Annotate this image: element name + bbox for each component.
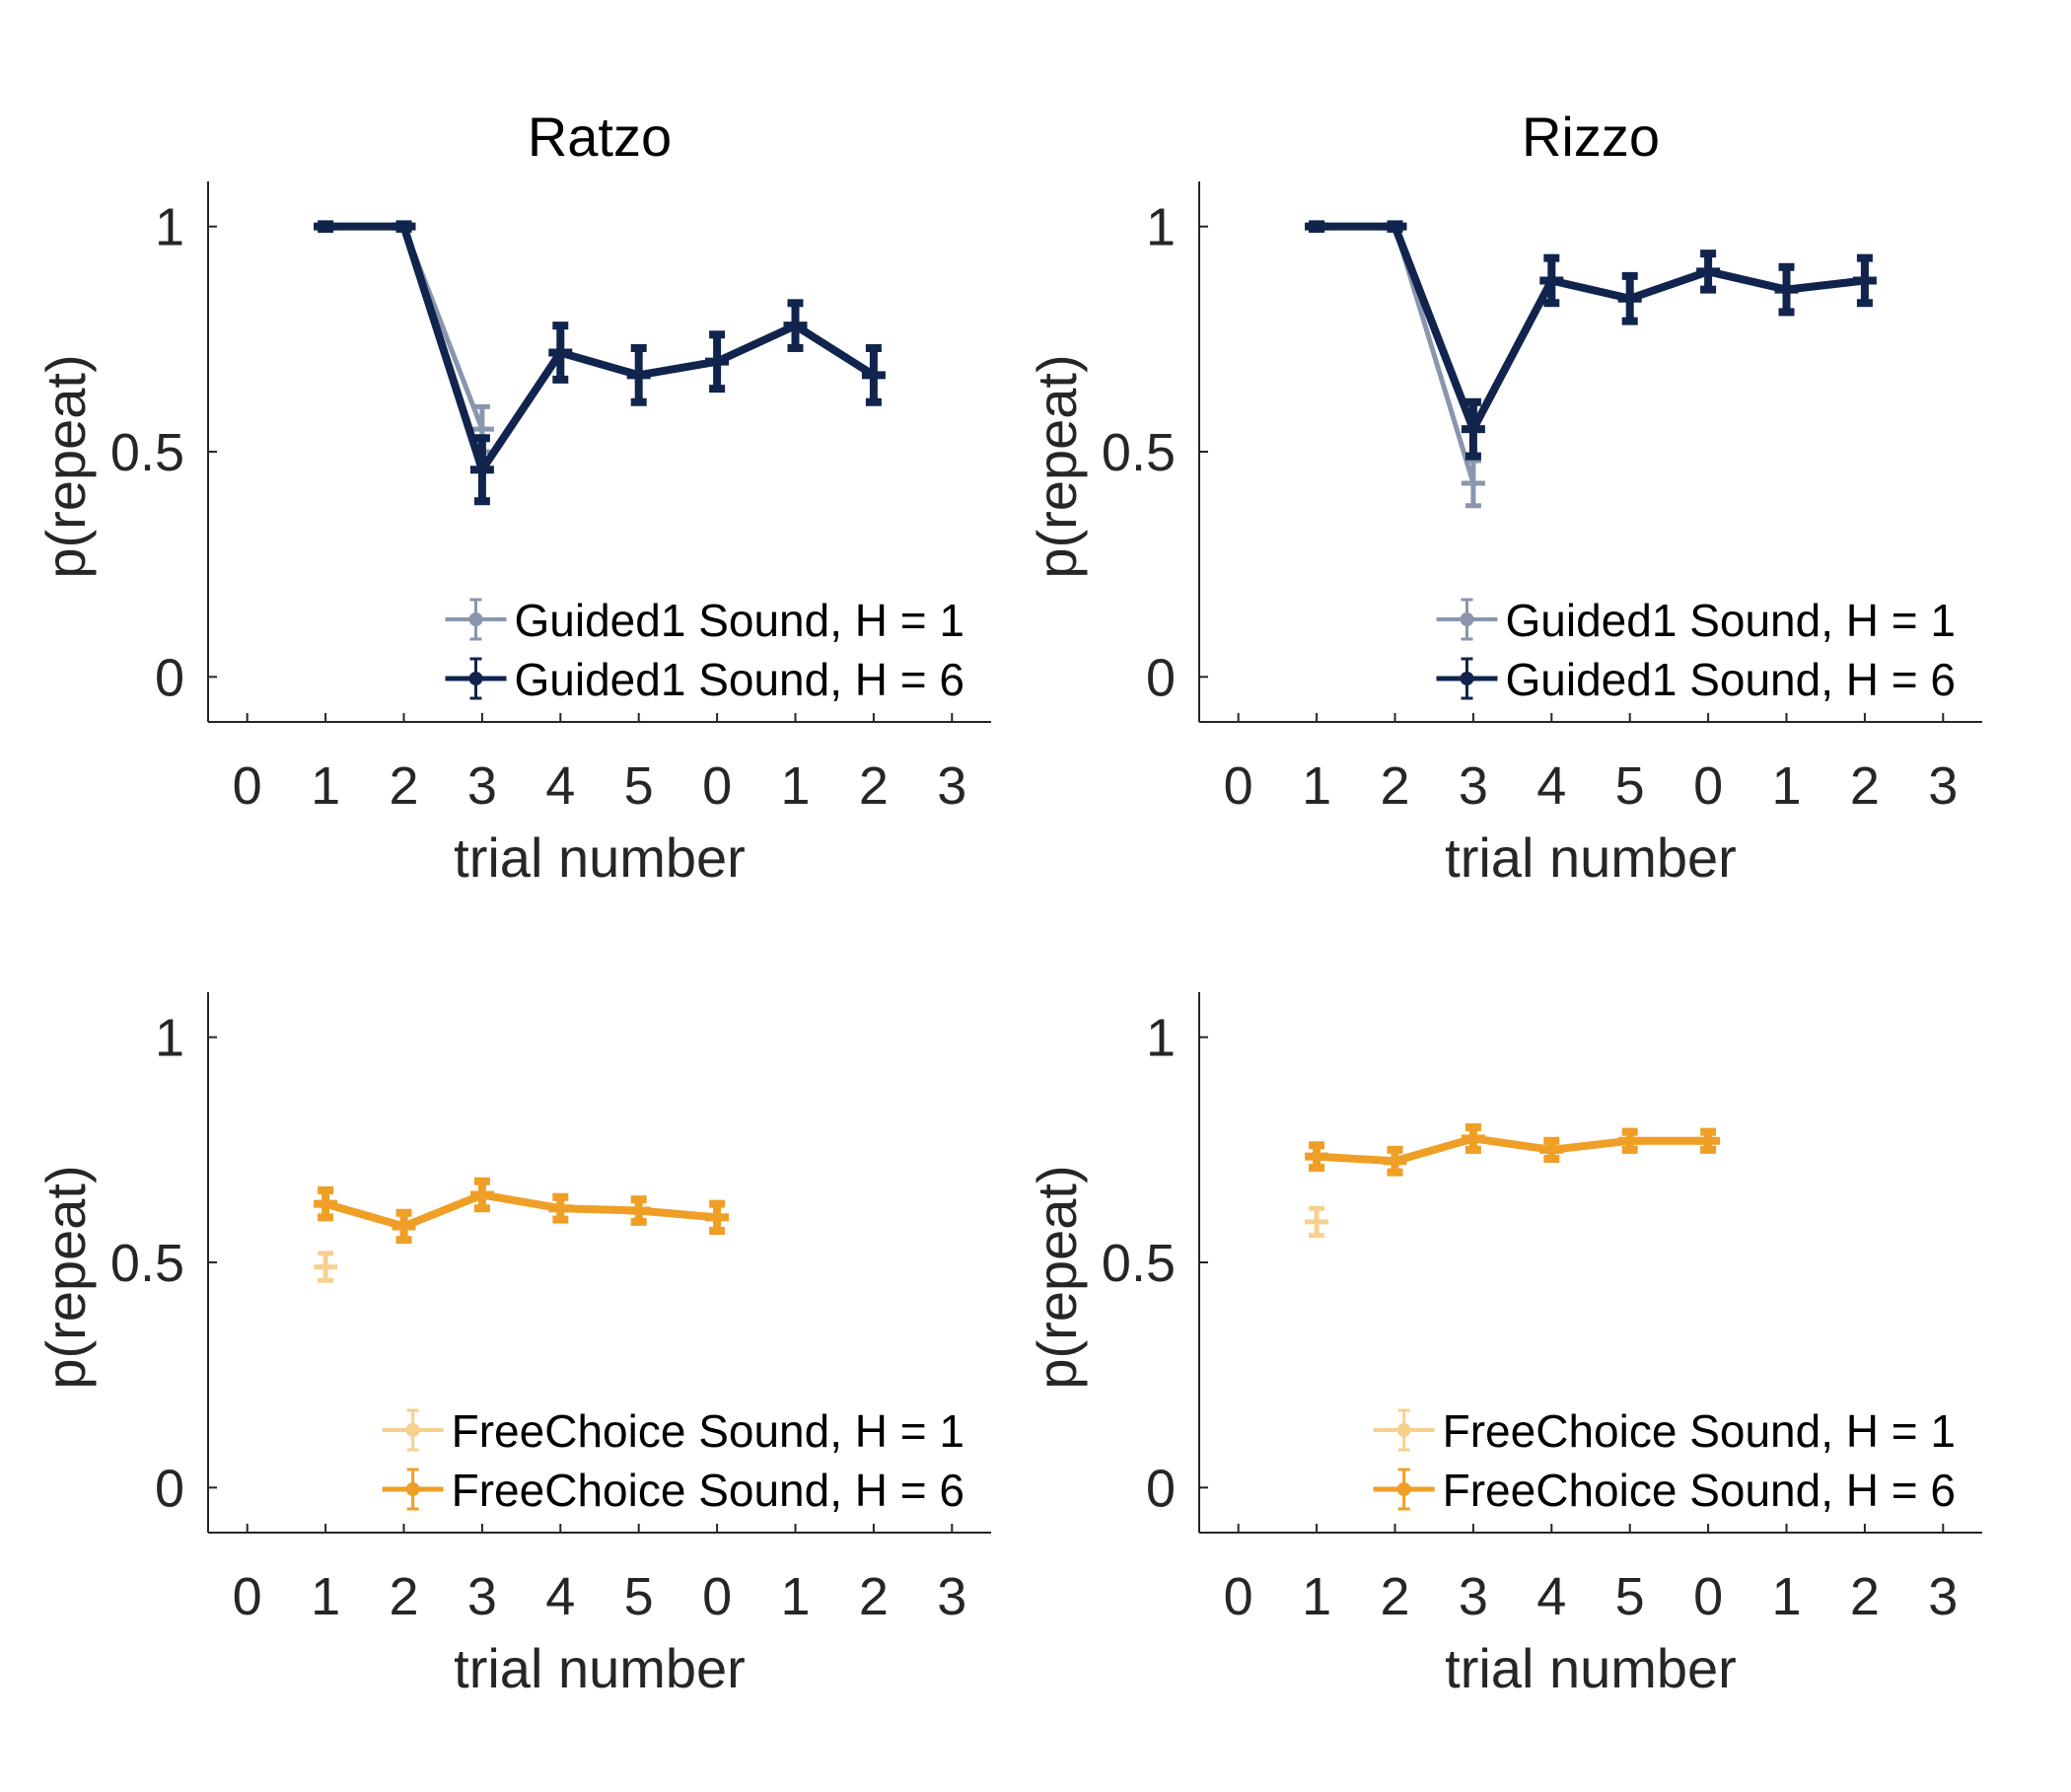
legend-label: FreeChoice Sound, H = 6 [1443, 1465, 1956, 1516]
x-tick-label: 1 [1302, 1567, 1331, 1626]
x-tick-label: 4 [545, 756, 575, 816]
legend-swatch-marker [468, 672, 483, 685]
legend-swatch-marker [1396, 1482, 1411, 1496]
legend-swatch-marker [1460, 612, 1474, 626]
series-line [1314, 224, 1476, 486]
x-tick-label: 2 [1850, 756, 1880, 816]
y-tick-label: 1 [1146, 1009, 1176, 1068]
x-tick-label: 1 [1771, 756, 1801, 816]
y-tick-label: 1 [155, 198, 184, 257]
x-tick-label: 3 [467, 1567, 497, 1626]
legend-swatch-marker [405, 1423, 420, 1437]
x-tick-label: 5 [1615, 1567, 1645, 1626]
series-2 [314, 1177, 730, 1245]
panel-title: Rizzo [1522, 106, 1660, 168]
legend-swatch-marker [1460, 672, 1474, 685]
x-tick-label: 1 [780, 1567, 810, 1626]
legend: Guided1 Sound, H = 1 Guided1 Sound, H = 6 [445, 595, 965, 705]
x-tick-label: 1 [311, 756, 340, 816]
x-tick-label: 3 [937, 756, 966, 816]
y-tick-label: 0 [155, 648, 184, 707]
x-tick-label: 3 [467, 756, 497, 816]
series-1 [1305, 221, 1485, 509]
x-tick-label: 0 [702, 1567, 732, 1626]
x-tick-label: 3 [1459, 756, 1488, 816]
series-line [321, 222, 878, 474]
x-tick-label: 5 [1615, 756, 1645, 816]
x-tick-label: 0 [1224, 1567, 1253, 1626]
y-tick-label: 0.5 [1102, 423, 1176, 482]
panel-title: Ratzo [528, 106, 672, 168]
legend-label: Guided1 Sound, H = 1 [515, 595, 965, 646]
y-tick-label: 0.5 [1102, 1234, 1176, 1293]
y-axis-label: p(repeat) [1026, 1165, 1088, 1389]
x-tick-label: 4 [1536, 1567, 1566, 1626]
y-tick-label: 0.5 [110, 423, 184, 482]
series-1 [314, 1251, 338, 1283]
x-axis-label: trial number [1445, 1637, 1737, 1699]
x-tick-label: 2 [1380, 1567, 1409, 1626]
x-tick-label: 1 [311, 1567, 340, 1626]
x-tick-label: 0 [1693, 1567, 1723, 1626]
series-2 [1305, 1123, 1721, 1177]
x-axis-label: trial number [454, 1637, 746, 1699]
x-tick-label: 0 [1224, 756, 1253, 816]
series-2 [314, 220, 886, 506]
x-axis-label: trial number [454, 826, 746, 889]
x-tick-label: 2 [389, 756, 418, 816]
series-1 [1305, 1205, 1329, 1239]
x-tick-label: 4 [1536, 756, 1566, 816]
y-axis-label: p(repeat) [1026, 354, 1088, 578]
y-tick-label: 1 [155, 1009, 184, 1068]
y-axis-label: p(repeat) [35, 354, 97, 578]
y-tick-label: 1 [1146, 198, 1176, 257]
x-tick-label: 3 [1459, 1567, 1488, 1626]
x-axis-label: trial number [1445, 826, 1737, 889]
x-tick-label: 1 [1771, 1567, 1801, 1626]
legend-swatch-marker [405, 1482, 420, 1496]
y-tick-label: 0 [1146, 1459, 1176, 1518]
legend-swatch-marker [468, 612, 483, 626]
legend: FreeChoice Sound, H = 1 FreeChoice Sound,… [382, 1405, 964, 1516]
legend-label: FreeChoice Sound, H = 1 [1443, 1405, 1956, 1457]
series-line [1313, 222, 1869, 434]
series-2 [1305, 220, 1877, 461]
legend: Guided1 Sound, H = 1 Guided1 Sound, H = 6 [1436, 595, 1957, 705]
y-axis-label: p(repeat) [35, 1165, 97, 1389]
x-tick-label: 3 [1928, 756, 1958, 816]
x-tick-label: 3 [937, 1567, 966, 1626]
series-line [1313, 1134, 1713, 1166]
legend-label: Guided1 Sound, H = 1 [1506, 595, 1957, 646]
x-tick-label: 3 [1928, 1567, 1958, 1626]
x-tick-label: 4 [545, 1567, 575, 1626]
x-tick-label: 5 [624, 756, 654, 816]
x-tick-label: 1 [1302, 756, 1331, 816]
x-tick-label: 0 [233, 756, 262, 816]
x-tick-label: 2 [1850, 1567, 1880, 1626]
legend-swatch-marker [1396, 1423, 1411, 1437]
x-tick-label: 0 [702, 756, 732, 816]
y-tick-label: 0 [1146, 648, 1176, 707]
x-tick-label: 2 [859, 756, 889, 816]
x-tick-label: 1 [780, 756, 810, 816]
x-tick-label: 2 [389, 1567, 418, 1626]
y-tick-label: 0 [155, 1459, 184, 1518]
legend: FreeChoice Sound, H = 1 FreeChoice Sound,… [1373, 1405, 1956, 1516]
x-tick-label: 0 [1693, 756, 1723, 816]
legend-label: FreeChoice Sound, H = 6 [452, 1465, 964, 1516]
x-tick-label: 2 [859, 1567, 889, 1626]
x-tick-label: 2 [1380, 756, 1409, 816]
legend-label: Guided1 Sound, H = 6 [1506, 654, 1957, 705]
series-line [321, 1190, 722, 1231]
x-tick-label: 0 [233, 1567, 262, 1626]
y-tick-label: 0.5 [110, 1234, 184, 1293]
legend-label: FreeChoice Sound, H = 1 [452, 1405, 964, 1457]
x-tick-label: 5 [624, 1567, 654, 1626]
legend-label: Guided1 Sound, H = 6 [515, 654, 965, 705]
